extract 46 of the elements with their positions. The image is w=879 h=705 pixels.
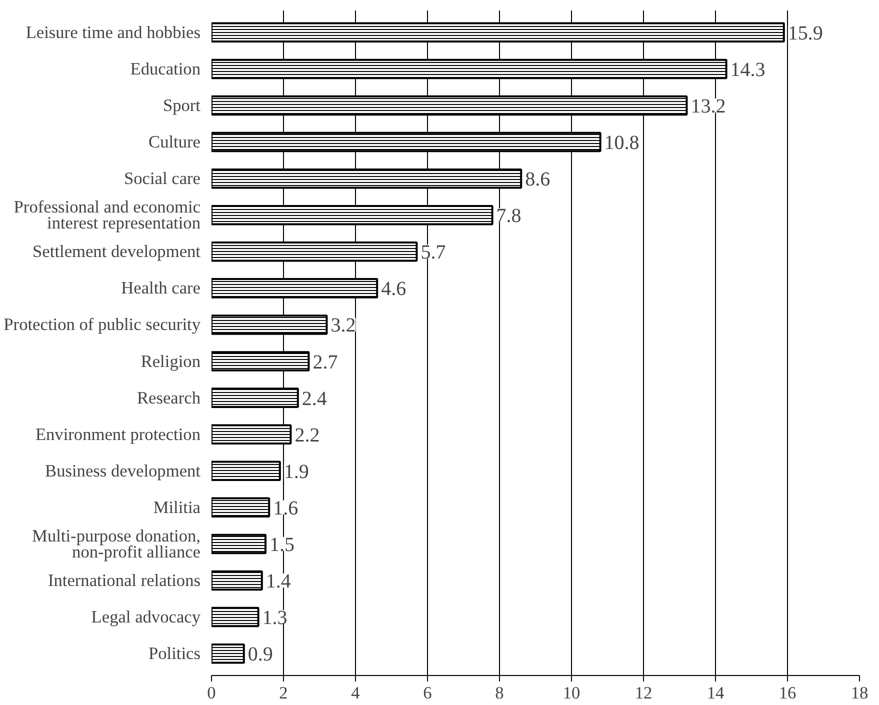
y-tick-label: Business development bbox=[45, 461, 201, 480]
y-tick-label: Militia bbox=[153, 498, 201, 517]
y-tick-label: Protection of public security bbox=[4, 315, 201, 334]
y-tick-label: Settlement development bbox=[32, 242, 201, 262]
y-tick-label: Culture bbox=[148, 132, 201, 152]
data-label: 1.4 bbox=[266, 570, 291, 592]
data-label: 8.6 bbox=[525, 168, 550, 191]
y-tick-label: Multi-purpose donation, non-profit alliance bbox=[32, 526, 201, 562]
data-label: 2.2 bbox=[294, 424, 320, 446]
data-label: 15.9 bbox=[788, 22, 823, 44]
x-tick-label: 8 bbox=[495, 684, 504, 702]
y-tick-label: Social care bbox=[124, 169, 201, 188]
data-label: 1.9 bbox=[284, 460, 309, 483]
y-tick-label: Politics bbox=[148, 644, 201, 664]
x-tick-label: 16 bbox=[778, 684, 796, 702]
y-tick-label: Leisure time and hobbies bbox=[26, 22, 201, 42]
data-label: 0.9 bbox=[248, 644, 273, 666]
data-label: 3.2 bbox=[330, 314, 356, 337]
data-label: 4.6 bbox=[381, 278, 406, 300]
x-tick-label: 4 bbox=[351, 684, 360, 702]
data-label: 5.7 bbox=[420, 242, 446, 264]
y-tick-label: International relations bbox=[48, 571, 201, 590]
y-tick-label: Sport bbox=[162, 96, 201, 115]
x-tick-label: 12 bbox=[634, 684, 652, 702]
data-label: 2.7 bbox=[312, 351, 338, 374]
y-tick-label: Religion bbox=[140, 352, 201, 371]
x-tick-label: 18 bbox=[850, 684, 868, 702]
x-tick-label: 2 bbox=[279, 684, 288, 702]
x-tick-label: 10 bbox=[562, 684, 580, 702]
y-tick-label: Professional and economic interest representation bbox=[14, 198, 201, 233]
data-label: 10.8 bbox=[604, 132, 640, 154]
data-label: 14.3 bbox=[730, 58, 766, 81]
y-tick-label: Legal advocacy bbox=[91, 608, 201, 627]
data-label: 1.6 bbox=[273, 497, 298, 520]
data-label: 2.4 bbox=[302, 388, 327, 410]
x-tick-label: 14 bbox=[706, 684, 724, 702]
y-tick-label: Research bbox=[137, 388, 201, 408]
y-tick-label: Education bbox=[130, 59, 201, 78]
data-label: 1.5 bbox=[270, 534, 294, 556]
y-tick-label: Health care bbox=[121, 278, 201, 298]
data-label: 1.3 bbox=[262, 607, 288, 630]
x-tick-label: 6 bbox=[423, 684, 432, 702]
data-label: 7.8 bbox=[496, 205, 522, 228]
x-tick-label: 0 bbox=[207, 684, 216, 702]
data-label: 13.2 bbox=[690, 96, 726, 118]
y-tick-label: Environment protection bbox=[35, 424, 201, 444]
